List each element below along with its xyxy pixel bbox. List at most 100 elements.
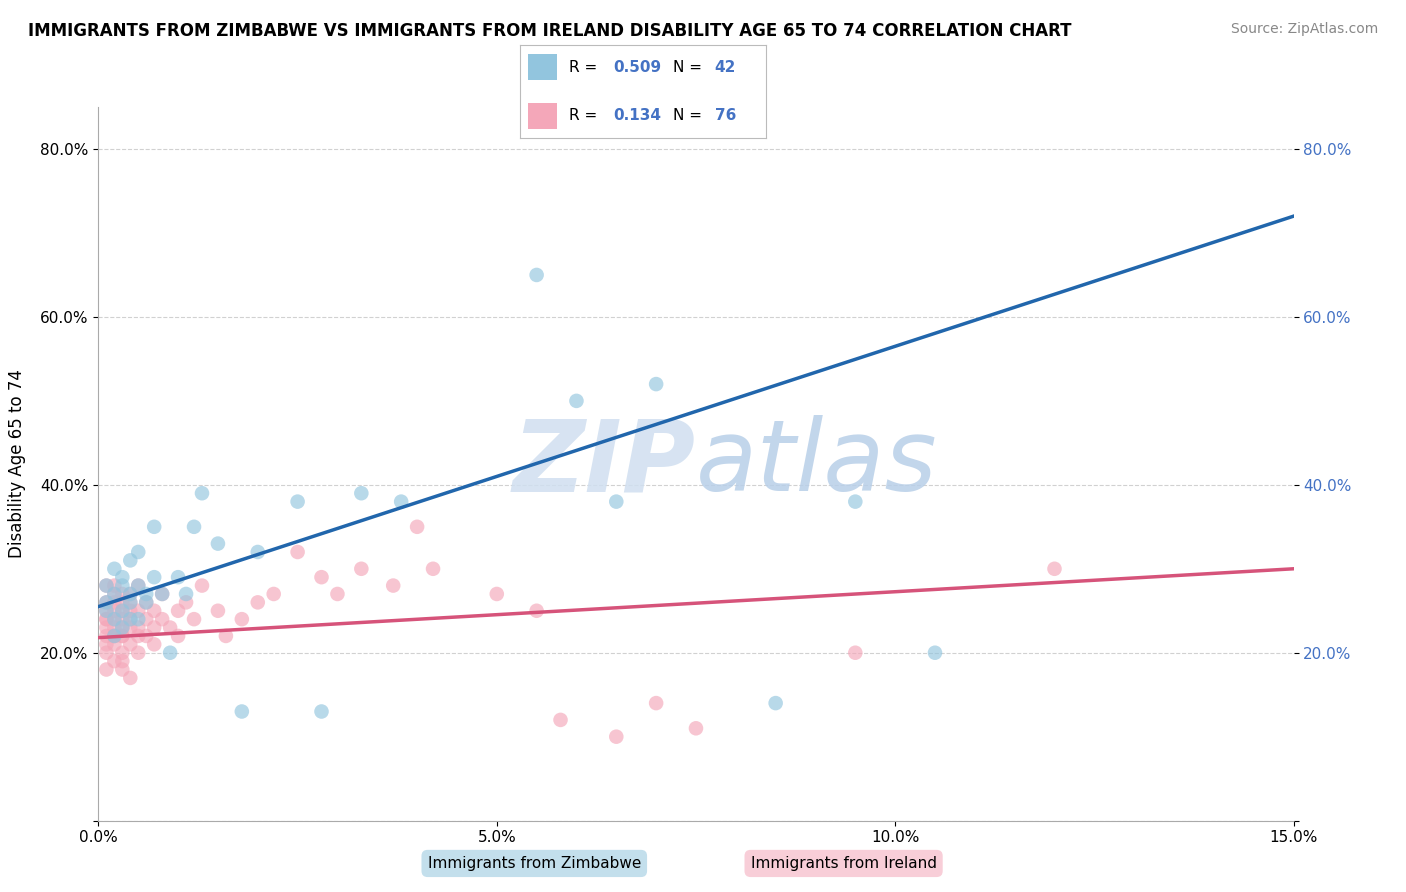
- Point: [135, 587, 157, 601]
- Text: ZIP: ZIP: [513, 416, 696, 512]
- Point: [191, 578, 214, 592]
- Text: 0.509: 0.509: [613, 60, 662, 75]
- Point: [111, 621, 134, 635]
- Point: [120, 587, 142, 601]
- Point: [135, 595, 157, 609]
- Point: [389, 494, 412, 508]
- Point: [127, 646, 149, 660]
- Point: [287, 545, 309, 559]
- Point: [96, 621, 118, 635]
- Point: [127, 545, 149, 559]
- Point: [311, 705, 333, 719]
- Text: N =: N =: [672, 60, 702, 75]
- Point: [103, 595, 125, 609]
- Point: [103, 612, 125, 626]
- Point: [111, 612, 134, 626]
- Point: [550, 713, 572, 727]
- Point: [127, 621, 149, 635]
- Point: [150, 587, 173, 601]
- Point: [605, 730, 627, 744]
- Point: [246, 595, 269, 609]
- Point: [645, 377, 668, 392]
- Point: [111, 621, 134, 635]
- Point: [422, 562, 444, 576]
- Point: [263, 587, 285, 601]
- Point: [135, 629, 157, 643]
- Point: [485, 587, 508, 601]
- Point: [231, 705, 253, 719]
- Point: [103, 654, 125, 668]
- Point: [103, 612, 125, 626]
- Point: [103, 621, 125, 635]
- Point: [174, 587, 197, 601]
- Point: [103, 562, 125, 576]
- Text: 0.134: 0.134: [613, 108, 662, 123]
- Point: [605, 494, 627, 508]
- Point: [120, 612, 142, 626]
- Point: [765, 696, 787, 710]
- Point: [143, 637, 166, 651]
- Point: [96, 612, 118, 626]
- Text: R =: R =: [569, 60, 598, 75]
- Text: N =: N =: [672, 108, 702, 123]
- Point: [645, 696, 668, 710]
- Point: [135, 612, 157, 626]
- Point: [103, 587, 125, 601]
- Text: atlas: atlas: [696, 416, 938, 512]
- Point: [685, 721, 707, 735]
- Point: [231, 612, 253, 626]
- Point: [924, 646, 946, 660]
- Point: [111, 587, 134, 601]
- Point: [406, 520, 429, 534]
- Text: 76: 76: [714, 108, 735, 123]
- Point: [350, 486, 373, 500]
- Text: 42: 42: [714, 60, 735, 75]
- Point: [207, 604, 229, 618]
- Point: [127, 578, 149, 592]
- Point: [120, 595, 142, 609]
- Point: [135, 595, 157, 609]
- Point: [159, 646, 181, 660]
- Point: [111, 646, 134, 660]
- Text: Immigrants from Zimbabwe: Immigrants from Zimbabwe: [427, 856, 641, 871]
- Point: [96, 578, 118, 592]
- Point: [565, 393, 588, 408]
- Point: [111, 604, 134, 618]
- Point: [150, 612, 173, 626]
- Point: [382, 578, 405, 592]
- Point: [127, 578, 149, 592]
- Point: [111, 578, 134, 592]
- Point: [96, 604, 118, 618]
- Point: [127, 629, 149, 643]
- Point: [111, 604, 134, 618]
- Point: [246, 545, 269, 559]
- Point: [103, 629, 125, 643]
- Point: [103, 629, 125, 643]
- Point: [96, 578, 118, 592]
- Point: [103, 629, 125, 643]
- Point: [120, 671, 142, 685]
- Point: [120, 604, 142, 618]
- Point: [350, 562, 373, 576]
- Point: [167, 570, 190, 584]
- Point: [120, 595, 142, 609]
- Point: [120, 637, 142, 651]
- Point: [111, 570, 134, 584]
- Point: [96, 595, 118, 609]
- Point: [143, 604, 166, 618]
- Bar: [527, 103, 557, 129]
- Point: [111, 663, 134, 677]
- Point: [96, 637, 118, 651]
- Point: [287, 494, 309, 508]
- Point: [174, 595, 197, 609]
- Point: [159, 621, 181, 635]
- Point: [183, 520, 205, 534]
- Point: [120, 587, 142, 601]
- Point: [120, 621, 142, 635]
- Text: Source: ZipAtlas.com: Source: ZipAtlas.com: [1230, 22, 1378, 37]
- Point: [526, 268, 548, 282]
- Point: [844, 646, 866, 660]
- Point: [183, 612, 205, 626]
- Point: [127, 604, 149, 618]
- Point: [103, 587, 125, 601]
